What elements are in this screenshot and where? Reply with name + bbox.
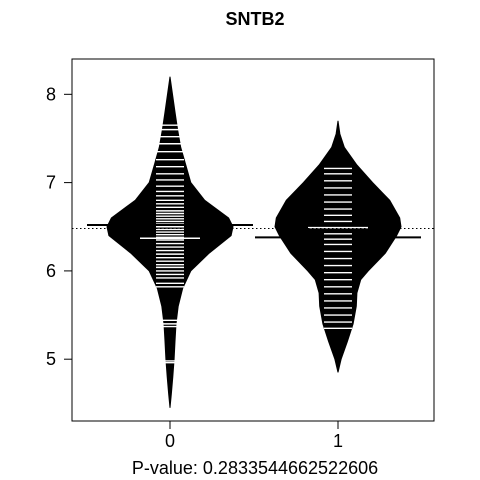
y-tick-label-0: 5 <box>46 349 56 369</box>
bean-group-0 <box>106 76 234 408</box>
bean-shape-1 <box>274 120 402 373</box>
y-axis: 5 6 7 8 <box>46 84 72 369</box>
bean-group-1 <box>274 120 402 373</box>
plot-area <box>72 76 434 408</box>
bean-shape-0 <box>106 76 234 408</box>
x-tick-label-0: 0 <box>165 431 175 451</box>
x-axis-label: P-value: 0.2833544662522606 <box>132 458 378 478</box>
y-tick-label-2: 7 <box>46 173 56 193</box>
y-tick-label-3: 8 <box>46 84 56 104</box>
plot-frame <box>71 58 435 422</box>
x-tick-label-1: 1 <box>333 431 343 451</box>
chart-title: SNTB2 <box>225 9 284 29</box>
y-tick-label-1: 6 <box>46 261 56 281</box>
